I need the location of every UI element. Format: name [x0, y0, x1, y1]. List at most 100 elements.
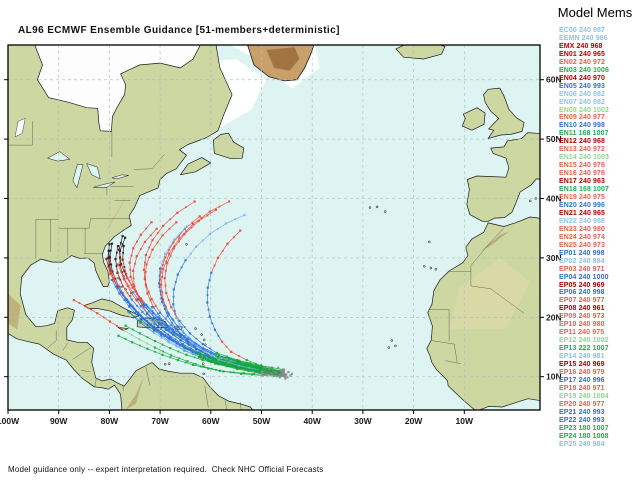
genesis-point — [282, 368, 285, 371]
lake-winnipeg — [14, 118, 26, 138]
genesis-point — [261, 370, 264, 374]
land-newfoundland — [212, 132, 245, 160]
model-member-row: EP25 240 984 — [559, 440, 605, 448]
model-member-row: EN22 240 988 — [559, 217, 605, 225]
lon-label: 40W — [303, 416, 321, 426]
land-novascotia — [180, 157, 212, 176]
model-member-row: EN13 240 972 — [559, 146, 605, 154]
model-member-row: EP02 240 984 — [559, 257, 605, 265]
model-member-row: EN09 240 977 — [559, 114, 605, 122]
great-lake — [72, 163, 84, 189]
ensemble-track — [206, 229, 285, 374]
ensemble-track — [172, 214, 283, 375]
lon-label: 70W — [151, 416, 169, 426]
model-member-row: EN16 240 976 — [559, 170, 605, 178]
small-island — [423, 265, 426, 268]
political-border — [224, 400, 228, 410]
model-member-row: EP12 240 1002 — [559, 337, 609, 345]
political-border — [489, 228, 505, 244]
genesis-point — [277, 366, 280, 369]
political-border — [62, 342, 68, 351]
political-border — [431, 340, 455, 345]
model-member-row: EP21 240 993 — [559, 408, 605, 416]
genesis-point — [268, 367, 271, 371]
genesis-point — [286, 376, 289, 379]
lon-label: 30W — [354, 416, 372, 426]
map-layers — [8, 45, 540, 410]
model-member-row: EMX 240 968 — [559, 42, 603, 50]
model-member-row: EP03 240 971 — [559, 265, 605, 273]
model-member-row: EP13 222 1007 — [559, 345, 609, 353]
small-island — [167, 362, 171, 365]
model-member-row: EP01 240 998 — [559, 249, 605, 257]
lat-label: 30N — [546, 253, 562, 263]
political-border — [204, 385, 209, 408]
small-island — [185, 243, 188, 246]
lat-label: 20N — [546, 312, 562, 322]
lat-label: 50N — [546, 134, 562, 144]
political-border — [72, 347, 91, 360]
model-member-row: EP14 240 981 — [559, 353, 605, 361]
model-member-row: EN17 240 963 — [559, 178, 605, 186]
small-island — [528, 199, 532, 203]
model-member-row: EN06 240 982 — [559, 90, 605, 98]
page-title: AL96 ECMWF Ensemble Guidance [51-members… — [18, 25, 340, 36]
political-border — [47, 340, 57, 349]
land-europe — [466, 132, 540, 223]
model-member-row: EP15 240 969 — [559, 361, 605, 369]
ensemble-track — [110, 278, 283, 378]
terrain-shading — [125, 376, 144, 410]
model-member-row: EN25 240 973 — [559, 241, 605, 249]
model-member-row: EN23 240 980 — [559, 225, 605, 233]
political-border — [490, 288, 525, 314]
ensemble-track — [132, 227, 284, 377]
terrain-shading — [266, 47, 300, 71]
terrain-shading — [104, 195, 128, 235]
genesis-point — [285, 373, 288, 376]
ensemble-track — [163, 208, 282, 372]
model-member-row: EP17 240 996 — [559, 376, 605, 384]
model-member-row: EP24 180 1008 — [559, 432, 609, 440]
lat-label: 60N — [546, 75, 562, 85]
small-island — [434, 267, 438, 271]
model-member-row: EP05 240 969 — [559, 281, 605, 289]
small-island — [390, 339, 394, 342]
small-island — [383, 210, 387, 213]
small-island — [429, 266, 433, 270]
model-member-row: EN20 240 996 — [559, 201, 605, 209]
model-member-row: EN01 240 965 — [559, 50, 605, 58]
political-border — [240, 401, 242, 410]
genesis-point — [284, 377, 287, 380]
lat-label: 10N — [546, 372, 562, 382]
land-iceland — [395, 45, 446, 60]
model-member-row: EP11 240 975 — [559, 329, 605, 337]
footer: Model guidance only -- expert interpreta… — [8, 444, 323, 480]
small-island — [202, 372, 205, 376]
lon-label: 100W — [0, 416, 20, 426]
model-member-row: EP07 240 977 — [559, 297, 605, 305]
lon-label: 90W — [50, 416, 68, 426]
model-members-panel: EC00 240 987 EEMN 240 986 EMX 240 968 EN01 … — [559, 27, 639, 449]
model-member-row: EC00 240 987 — [559, 27, 605, 34]
small-island — [428, 240, 431, 244]
terrain-shading — [8, 293, 21, 330]
political-border — [122, 384, 124, 391]
model-member-row: EN11 168 1007 — [559, 130, 609, 138]
small-island — [375, 205, 379, 209]
model-member-row: EN12 240 968 — [559, 138, 605, 146]
model-member-row: EN21 240 965 — [559, 209, 605, 217]
political-border — [94, 379, 97, 388]
model-member-row: EP22 240 993 — [559, 416, 605, 424]
small-island — [201, 362, 205, 365]
genesis-point — [278, 376, 281, 379]
political-border — [470, 242, 490, 266]
genesis-point — [265, 373, 268, 377]
model-member-row: EP23 180 1007 — [559, 424, 609, 432]
panel-title: Model Mems — [557, 5, 633, 20]
model-member-row: EN07 240 982 — [559, 98, 605, 106]
terrain-shading — [479, 230, 510, 252]
lat-label: 40N — [546, 194, 562, 204]
land-ireland — [461, 107, 486, 131]
model-member-row: EP18 240 971 — [559, 384, 605, 392]
